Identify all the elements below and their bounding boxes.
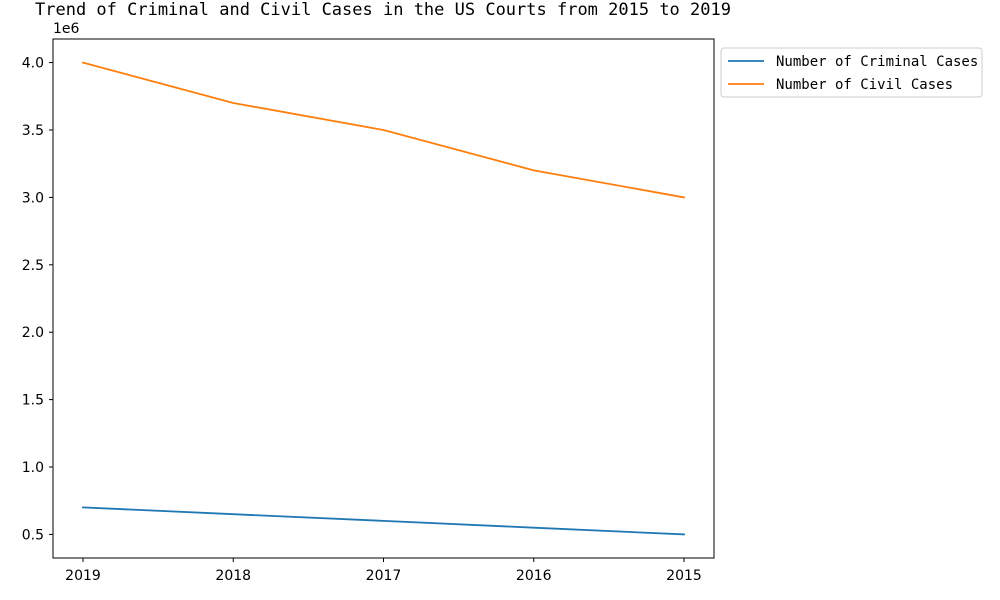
- series-line-0: [83, 507, 684, 534]
- series-line-1: [83, 63, 684, 198]
- y-tick-label: 3.5: [22, 123, 44, 139]
- y-tick-label: 1.5: [22, 393, 44, 409]
- y-tick-label: 4.0: [22, 56, 44, 72]
- y-tick-label: 0.5: [22, 527, 44, 543]
- legend-label: Number of Civil Cases: [776, 77, 953, 93]
- x-tick-label: 2018: [215, 568, 251, 584]
- x-tick-label: 2016: [516, 568, 552, 584]
- y-tick-label: 3.0: [22, 190, 44, 206]
- plot-area: [53, 39, 714, 558]
- y-tick-label: 2.5: [22, 258, 44, 274]
- y-tick-label: 1.0: [22, 460, 44, 476]
- x-tick-label: 2017: [366, 568, 402, 584]
- x-tick-label: 2015: [666, 568, 702, 584]
- y-axis: 0.5 1.0 1.5 2.0 2.5 3.0 3.5 4.0: [22, 56, 53, 544]
- series-lines: [83, 63, 684, 535]
- x-axis: 2019 2018 2017 2016 2015: [65, 558, 702, 584]
- x-tick-label: 2019: [65, 568, 101, 584]
- y-tick-label: 2.0: [22, 325, 44, 341]
- y-axis-offset-label: 1e6: [53, 21, 80, 37]
- chart-title: Trend of Criminal and Civil Cases in the…: [35, 0, 731, 20]
- legend-label: Number of Criminal Cases: [776, 54, 978, 70]
- legend: Number of Criminal Cases Number of Civil …: [721, 48, 982, 97]
